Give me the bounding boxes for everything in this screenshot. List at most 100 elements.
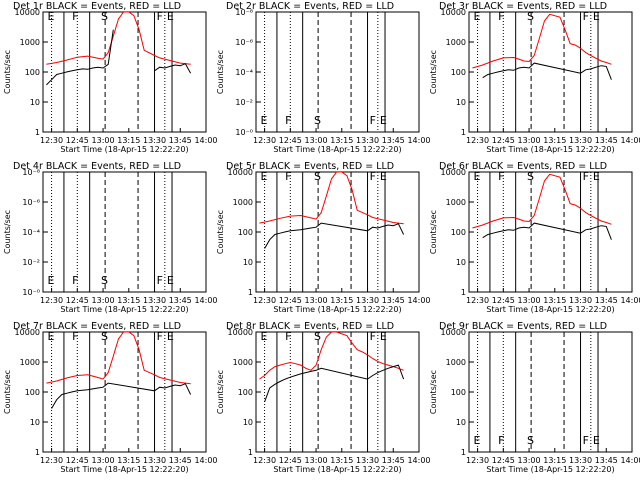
y-tick-label: 10⁻²	[235, 98, 253, 107]
plot-frame	[255, 331, 420, 453]
y-axis-label: Counts/sec	[3, 370, 12, 414]
panel-title: Det 3r BLACK = Events, RED = LLD	[439, 1, 607, 12]
y-tick-label: 10000	[441, 328, 466, 337]
event-marker-label: E	[380, 170, 387, 183]
x-tick-label: 13:00	[92, 136, 115, 145]
series-lld-line	[46, 332, 191, 385]
y-tick-label: 10	[456, 98, 466, 107]
event-marker-label: S	[527, 10, 534, 23]
event-marker-label: S	[527, 434, 534, 447]
series-events-line	[264, 364, 405, 403]
x-axis-label: Start Time (18-Apr-15 12:22:20)	[273, 145, 401, 154]
y-tick-label: 100	[25, 68, 40, 77]
y-tick-label: 1000	[446, 38, 466, 47]
x-tick-label: 13:00	[92, 296, 115, 305]
event-marker-label: F	[498, 170, 504, 183]
y-tick-label: 10	[30, 98, 40, 107]
y-tick-label: 10000	[15, 8, 40, 17]
x-tick-label: 13:15	[117, 456, 140, 465]
y-tick-label: 10	[243, 258, 253, 267]
series-lld-line	[259, 172, 404, 225]
event-marker-label: E	[47, 330, 54, 343]
y-tick-label: 100	[451, 388, 466, 397]
series-lld-line	[259, 332, 404, 380]
event-marker-label: E	[473, 10, 480, 23]
y-axis-label: Counts/sec	[429, 370, 438, 414]
event-marker-label: E	[167, 330, 174, 343]
event-marker-label: E	[260, 330, 267, 343]
x-tick-label: 12:45	[492, 296, 515, 305]
y-tick-label: 10000	[228, 328, 253, 337]
event-marker-label: E	[473, 170, 480, 183]
event-marker-label: E	[593, 170, 600, 183]
x-tick-label: 13:00	[305, 136, 328, 145]
x-tick-label: 14:00	[407, 456, 430, 465]
x-tick-label: 12:30	[40, 456, 63, 465]
x-tick-label: 13:30	[569, 296, 592, 305]
y-tick-label: 1	[248, 288, 253, 297]
x-tick-label: 13:00	[518, 136, 541, 145]
event-marker-label: F	[72, 10, 78, 23]
x-tick-label: 13:45	[169, 136, 192, 145]
x-tick-label: 14:00	[194, 136, 217, 145]
detector-panel: Det 7r BLACK = Events, RED = LLD 1 10 100 10…	[3, 321, 218, 474]
x-tick-label: 13:45	[169, 296, 192, 305]
y-tick-label: 1	[248, 448, 253, 457]
x-tick-label: 13:00	[518, 296, 541, 305]
x-tick-label: 12:45	[492, 136, 515, 145]
y-tick-label: 10⁻⁰	[22, 288, 40, 297]
y-axis-label: Counts/sec	[216, 370, 225, 414]
event-marker-label: F	[370, 170, 376, 183]
event-marker-label: F	[498, 434, 504, 447]
series-events-line	[264, 222, 405, 249]
event-marker-label: E	[380, 330, 387, 343]
x-axis-label: Start Time (18-Apr-15 12:22:20)	[486, 145, 614, 154]
x-tick-label: 13:15	[543, 296, 566, 305]
x-tick-label: 13:30	[356, 456, 379, 465]
series-lld-line	[472, 13, 612, 69]
x-tick-label: 13:15	[117, 136, 140, 145]
y-tick-label: 10⁻⁶	[235, 38, 253, 47]
panel-title: Det 5r BLACK = Events, RED = LLD	[226, 161, 394, 172]
x-tick-label: 13:15	[330, 456, 353, 465]
plot-frame	[255, 171, 420, 293]
x-tick-label: 13:30	[143, 136, 166, 145]
y-tick-label: 10	[456, 418, 466, 427]
x-tick-label: 12:45	[279, 456, 302, 465]
series-events-line	[482, 222, 612, 240]
event-marker-label: E	[380, 114, 387, 127]
y-tick-label: 10	[243, 418, 253, 427]
y-axis-label: Counts/sec	[429, 50, 438, 94]
y-tick-label: 1	[461, 288, 466, 297]
y-tick-label: 1	[35, 448, 40, 457]
x-tick-label: 12:30	[253, 296, 276, 305]
event-marker-label: S	[101, 330, 108, 343]
x-tick-label: 12:45	[66, 296, 89, 305]
event-marker-label: E	[167, 274, 174, 287]
x-tick-label: 13:30	[143, 296, 166, 305]
panel-title: Det 9r BLACK = Events, RED = LLD	[439, 321, 607, 332]
x-tick-label: 12:30	[466, 136, 489, 145]
x-tick-label: 13:45	[382, 136, 405, 145]
event-marker-label: S	[314, 170, 321, 183]
event-marker-label: E	[167, 10, 174, 23]
x-tick-label: 13:30	[356, 296, 379, 305]
event-marker-label: E	[593, 10, 600, 23]
series-lld-line	[46, 12, 191, 65]
y-tick-label: 1	[35, 128, 40, 137]
event-marker-label: F	[285, 330, 291, 343]
event-marker-label: F	[157, 330, 163, 343]
plot-frame	[468, 331, 633, 453]
x-tick-label: 12:45	[279, 296, 302, 305]
x-axis-label: Start Time (18-Apr-15 12:22:20)	[60, 305, 188, 314]
y-tick-label: 10⁻⁴	[235, 68, 253, 77]
y-tick-label: 10000	[441, 168, 466, 177]
x-axis-label: Start Time (18-Apr-15 12:22:20)	[60, 465, 188, 474]
x-axis-label: Start Time (18-Apr-15 12:22:20)	[486, 305, 614, 314]
detector-panel: Det 4r BLACK = Events, RED = LLD 10⁻⁰ 10⁻²…	[3, 161, 218, 314]
x-tick-label: 13:15	[330, 296, 353, 305]
x-tick-label: 14:00	[407, 296, 430, 305]
detector-panel: Det 2r BLACK = Events, RED = LLD 10⁻⁰ 10⁻²…	[216, 1, 431, 154]
series-events-line	[51, 382, 192, 409]
x-tick-label: 14:00	[620, 456, 640, 465]
